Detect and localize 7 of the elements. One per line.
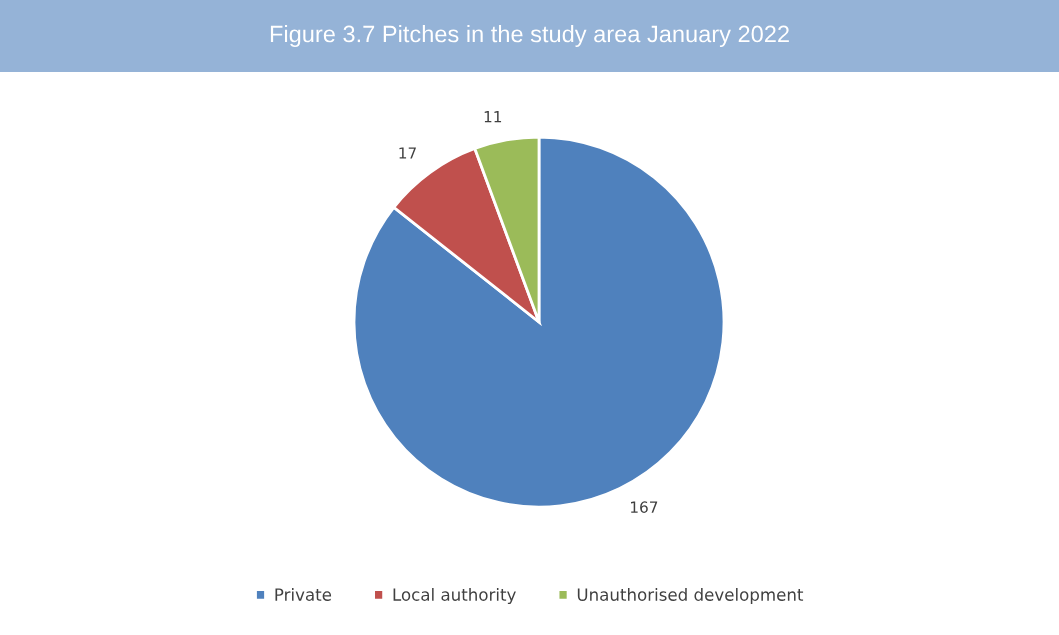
- legend-label: Unauthorised development: [577, 587, 804, 605]
- legend-label: Private: [275, 587, 332, 601]
- data-label: 167: [631, 501, 658, 513]
- chart-title: Figure 3.7 Pitches in the study area January 2022: [270, 25, 789, 47]
- legend-label: Local authority: [393, 587, 516, 605]
- data-label: 11: [484, 111, 502, 123]
- data-label: 17: [399, 147, 416, 159]
